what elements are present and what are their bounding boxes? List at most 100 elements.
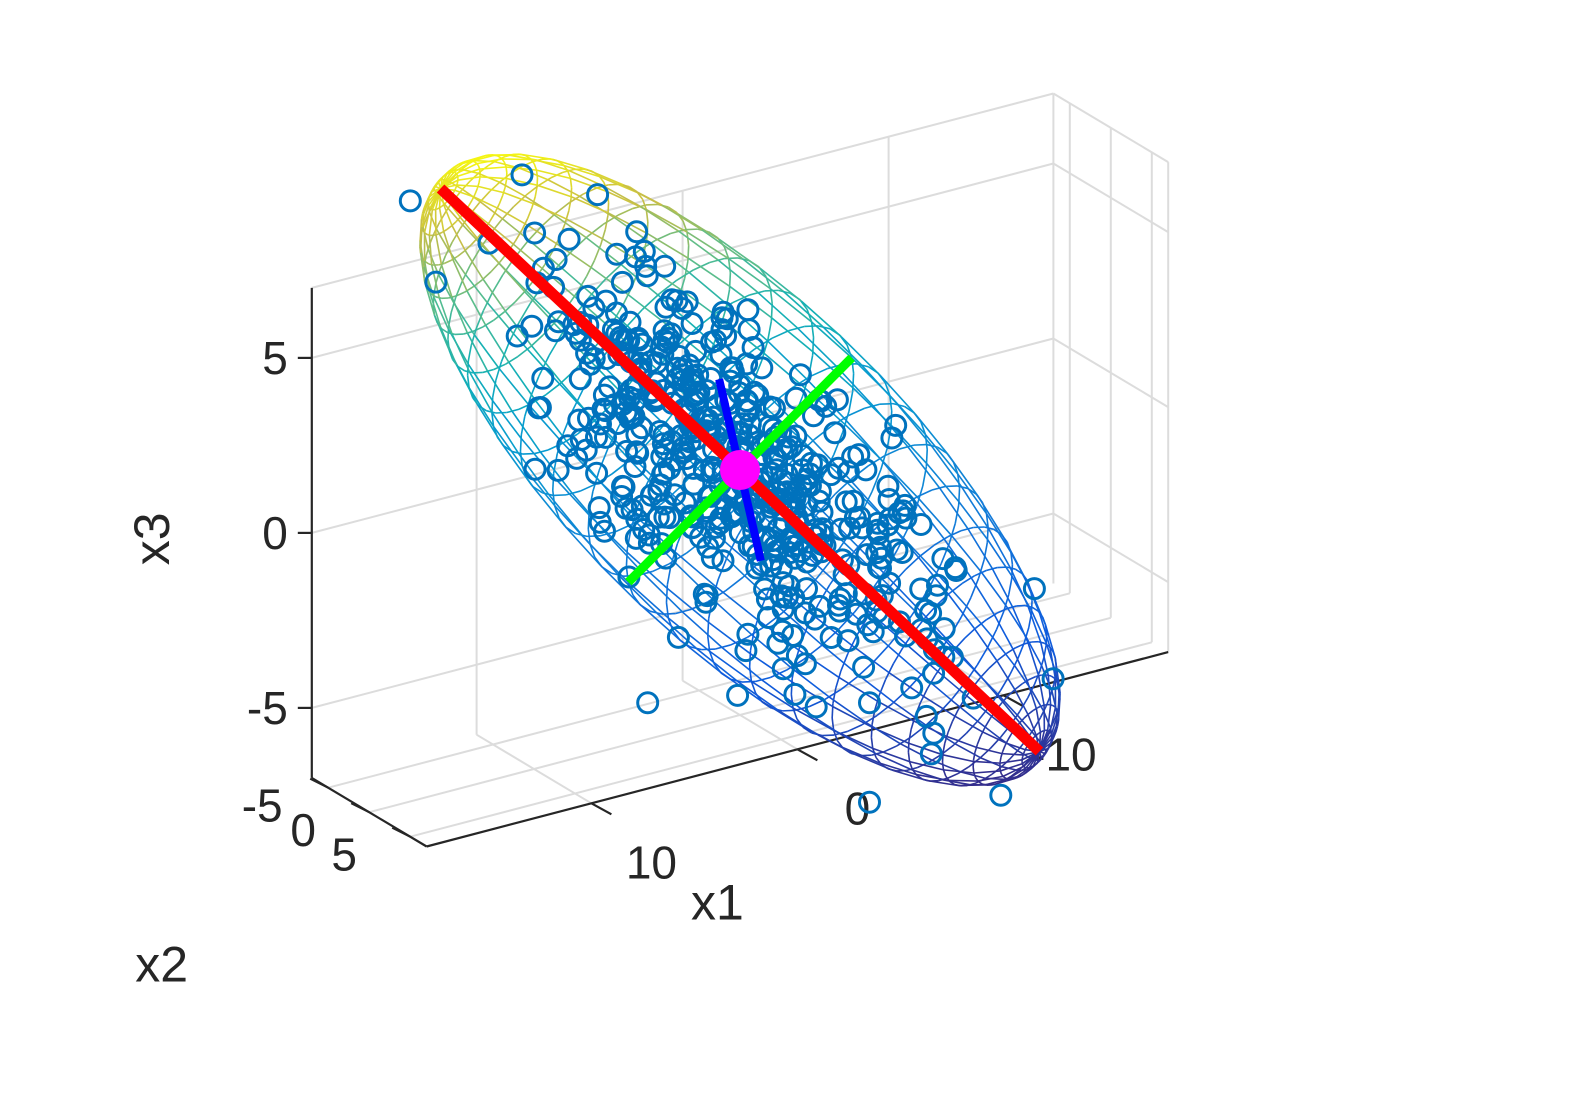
wireframe-segment xyxy=(419,219,423,242)
wireframe-segment xyxy=(950,699,979,722)
wireframe-segment xyxy=(1006,647,1016,654)
wireframe-segment xyxy=(473,159,495,163)
wireframe-segment xyxy=(496,207,526,225)
wireframe-segment xyxy=(1033,717,1042,730)
wireframe-segment xyxy=(602,238,642,264)
wireframe-segment xyxy=(870,737,874,749)
wireframe-segment xyxy=(679,326,699,344)
wireframe-segment xyxy=(908,728,912,742)
wireframe-segment xyxy=(792,707,798,720)
wireframe-segment xyxy=(464,273,488,304)
data-point xyxy=(610,270,634,294)
wireframe-segment xyxy=(812,351,854,389)
wireframe-segment xyxy=(468,199,473,207)
wireframe-segment xyxy=(873,643,891,663)
wireframe-segment xyxy=(817,584,831,605)
data-point xyxy=(527,396,550,420)
wireframe-segment xyxy=(525,184,540,196)
wireframe-segment xyxy=(790,666,830,698)
wireframe-segment xyxy=(553,505,560,519)
data-point xyxy=(398,189,422,213)
wireframe-segment xyxy=(984,718,991,728)
data-point xyxy=(810,500,834,524)
data-point xyxy=(803,607,827,631)
wireframe-segment xyxy=(814,425,833,440)
data-point xyxy=(652,328,676,352)
data-point xyxy=(775,462,799,486)
data-point xyxy=(750,356,774,380)
wireframe-segment xyxy=(452,259,468,292)
wireframe-segment xyxy=(891,688,909,705)
wireframe-segment xyxy=(558,264,593,295)
wireframe-segment xyxy=(432,296,450,330)
wireframe-segment xyxy=(482,319,494,328)
wireframe-segment xyxy=(1031,731,1043,745)
data-point xyxy=(836,460,860,484)
wireframe-segment xyxy=(882,461,920,500)
wireframe-segment xyxy=(1009,657,1019,675)
data-point xyxy=(734,639,758,663)
wireframe-segment xyxy=(436,207,440,210)
wireframe-segment xyxy=(715,586,758,621)
wireframe-segment xyxy=(1046,704,1052,731)
wireframe-segment xyxy=(512,243,543,270)
wireframe-segment xyxy=(638,602,680,640)
wireframe-segment xyxy=(948,523,957,544)
data-point xyxy=(568,328,592,352)
wireframe-segment xyxy=(1002,701,1021,724)
wireframe-segment xyxy=(643,236,648,253)
data-point xyxy=(711,549,735,573)
wireframe-segment xyxy=(876,702,893,717)
data-point xyxy=(605,301,628,325)
wireframe-segment xyxy=(526,226,542,243)
wireframe-segment xyxy=(491,412,495,427)
data-point xyxy=(932,617,956,641)
wireframe-segment xyxy=(456,174,459,177)
wireframe-segment xyxy=(491,399,522,439)
principal-axes xyxy=(436,184,1044,756)
data-point xyxy=(611,474,634,498)
wireframe-segment xyxy=(812,614,853,646)
wireframe-segment xyxy=(451,333,471,373)
wireframe-segment xyxy=(503,301,516,313)
wireframe-segment xyxy=(822,734,835,737)
data-point xyxy=(666,625,690,649)
data-point xyxy=(880,426,904,450)
wireframe-segment xyxy=(999,756,1002,763)
wireframe-segment xyxy=(589,544,596,558)
wireframe-segment xyxy=(598,448,609,471)
wireframe-segment xyxy=(888,671,924,697)
wireframe-segment xyxy=(1023,627,1030,643)
wireframe-segment xyxy=(532,202,567,220)
ticks-layer: -5 0 5 -5 0 5 -10 0 10 x1 x2 x3 xyxy=(124,332,1097,993)
wireframe-segment xyxy=(759,267,802,302)
y-tick-label: 5 xyxy=(331,829,357,881)
wireframe-segment xyxy=(717,557,728,580)
wireframe-segment xyxy=(945,485,958,488)
wireframe-segment xyxy=(1013,665,1033,691)
wireframe-segment xyxy=(696,648,739,683)
wireframe-segment xyxy=(942,754,974,763)
wireframe-segment xyxy=(1016,714,1033,733)
wireframe-segment xyxy=(677,213,720,240)
wireframe-segment xyxy=(622,184,663,206)
data-point xyxy=(989,783,1013,807)
wireframe-segment xyxy=(996,660,1016,690)
data-point xyxy=(1041,667,1065,691)
wireframe-segment xyxy=(450,297,457,313)
wireframe-segment xyxy=(930,444,962,487)
wireframe-segment xyxy=(967,528,994,569)
wireframe-segment xyxy=(951,535,982,572)
data-point xyxy=(637,531,661,555)
wireframe-segment xyxy=(910,725,926,738)
wireframe-segment xyxy=(953,732,968,746)
wireframe-segment xyxy=(947,772,959,779)
wireframe-segment xyxy=(421,205,430,228)
wireframe-segment xyxy=(501,444,533,486)
wireframe-segment xyxy=(589,277,607,297)
data-point xyxy=(665,356,689,380)
data-point xyxy=(652,423,676,447)
wireframe-segment xyxy=(961,575,975,585)
wireframe-segment xyxy=(987,527,1011,568)
wireframe-segment xyxy=(982,731,1007,744)
